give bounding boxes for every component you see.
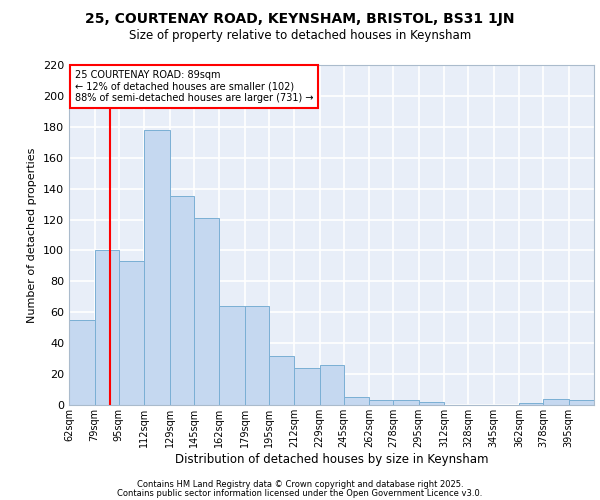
Bar (193, 218, 219, 405)
Bar (144, 130, 170, 405)
Text: 25, COURTENAY ROAD, KEYNSHAM, BRISTOL, BS31 1JN: 25, COURTENAY ROAD, KEYNSHAM, BRISTOL, B… (85, 12, 515, 26)
Bar (245, 306, 269, 405)
Bar (320, 365, 343, 405)
Bar (419, 402, 444, 405)
Text: Contains HM Land Registry data © Crown copyright and database right 2025.: Contains HM Land Registry data © Crown c… (137, 480, 463, 489)
Bar (519, 404, 543, 405)
Text: 25 COURTENAY ROAD: 89sqm
← 12% of detached houses are smaller (102)
88% of semi-: 25 COURTENAY ROAD: 89sqm ← 12% of detach… (75, 70, 314, 103)
X-axis label: Distribution of detached houses by size in Keynsham: Distribution of detached houses by size … (175, 452, 488, 466)
Bar (393, 400, 419, 405)
Bar (543, 399, 569, 405)
Bar (569, 400, 594, 405)
Text: Size of property relative to detached houses in Keynsham: Size of property relative to detached ho… (129, 29, 471, 42)
Bar (170, 196, 193, 405)
Bar (343, 398, 369, 405)
Bar (269, 356, 294, 405)
Bar (369, 400, 393, 405)
Bar (69, 320, 95, 405)
Y-axis label: Number of detached properties: Number of detached properties (28, 148, 37, 322)
Text: Contains public sector information licensed under the Open Government Licence v3: Contains public sector information licen… (118, 488, 482, 498)
Bar (95, 250, 119, 405)
Bar (294, 368, 320, 405)
Bar (219, 306, 245, 405)
Bar (119, 262, 144, 405)
